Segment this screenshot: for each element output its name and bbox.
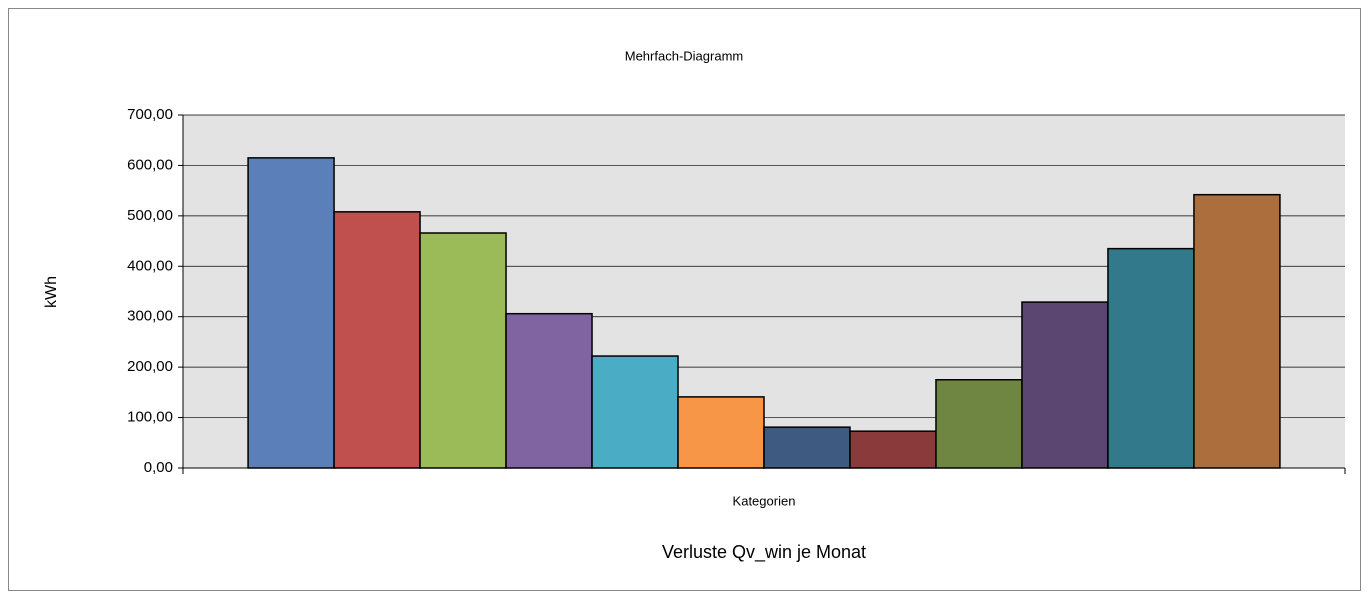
y-tick-label: 0,00 (144, 459, 173, 476)
bar (763, 426, 851, 469)
y-tick-label: 200,00 (127, 358, 173, 375)
bar (247, 157, 335, 469)
y-tick-label: 700,00 (127, 106, 173, 123)
bar (1107, 247, 1195, 469)
bar (505, 312, 593, 469)
bar (1021, 301, 1109, 469)
chart-title: Mehrfach-Diagramm (625, 48, 743, 63)
x-axis-title: Verluste Qv_win je Monat (662, 542, 866, 563)
y-tick-label: 500,00 (127, 207, 173, 224)
y-tick-label: 400,00 (127, 257, 173, 274)
y-tick-label: 600,00 (127, 156, 173, 173)
bar (677, 396, 765, 469)
y-tick-label: 300,00 (127, 308, 173, 325)
bar (419, 232, 507, 469)
y-axis-title: kWh (43, 276, 60, 308)
y-tick-label: 100,00 (127, 409, 173, 426)
bar (935, 379, 1023, 469)
x-tick-label: Kategorien (733, 493, 796, 508)
bar (333, 211, 421, 469)
bar (591, 355, 679, 469)
bar (1193, 193, 1281, 469)
bar (849, 430, 937, 469)
